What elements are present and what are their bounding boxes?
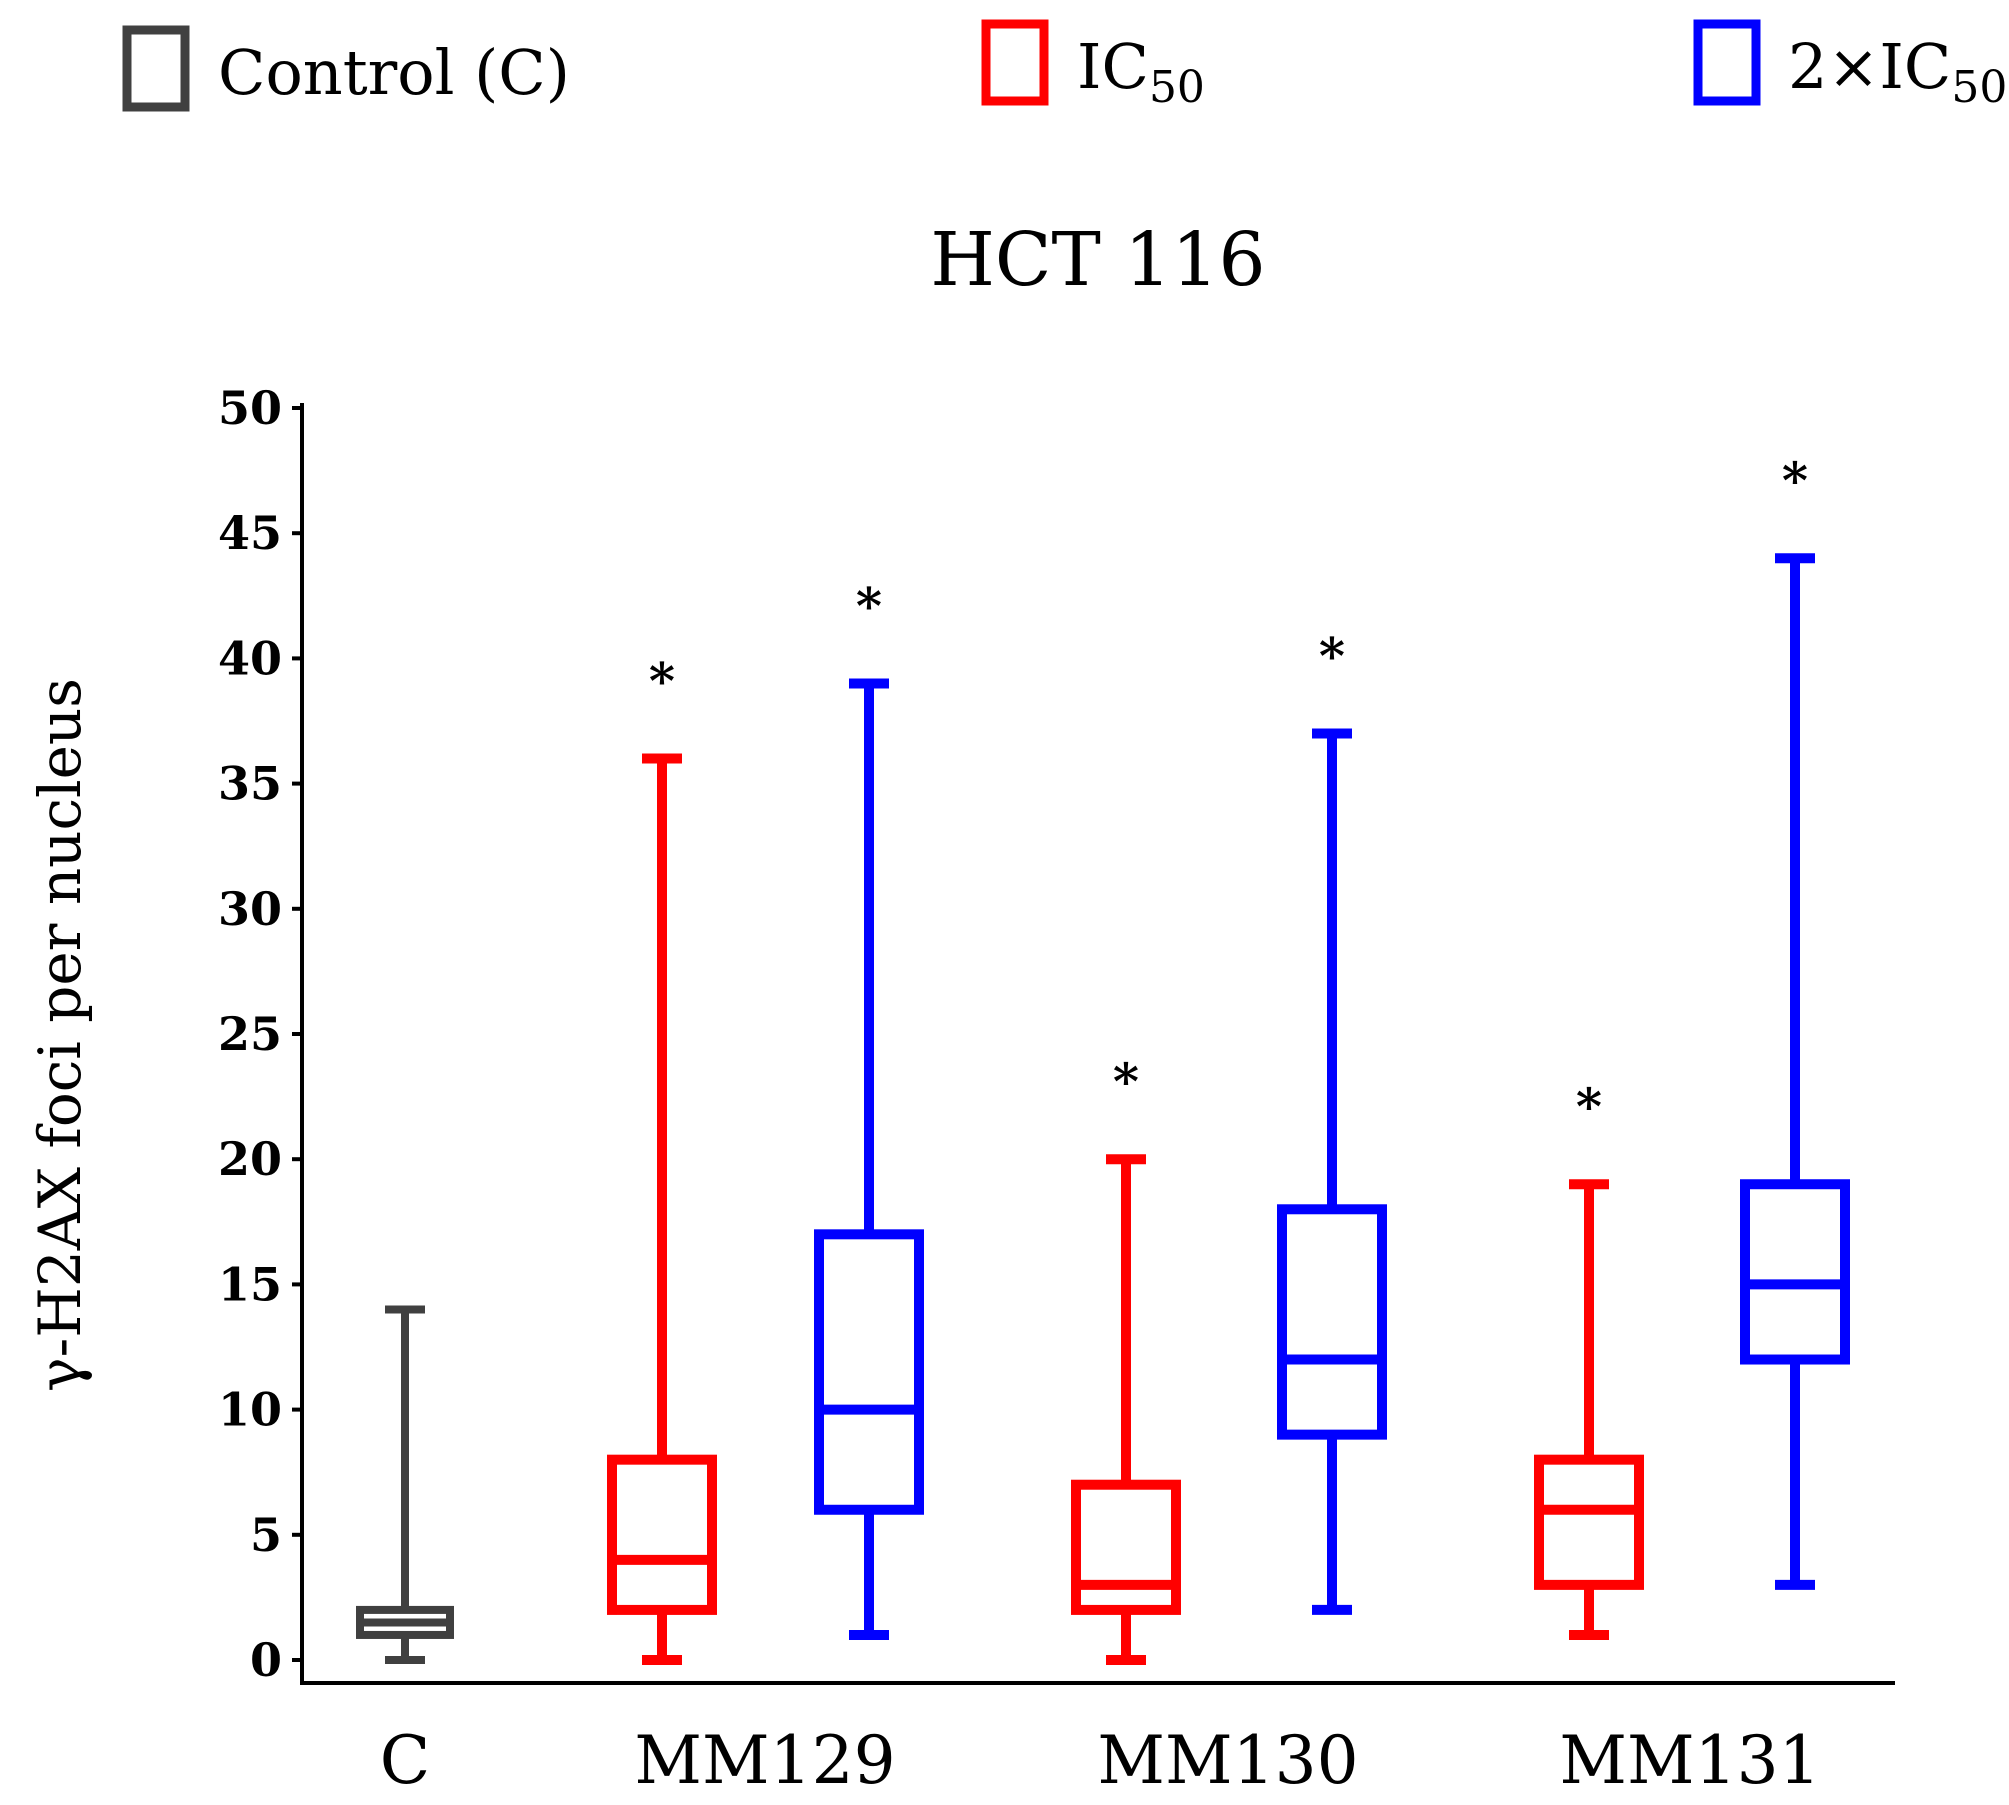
chart-title: HCT 116 [930,217,1265,303]
box-MM129-ic50x2: * [814,576,924,1640]
y-tick-label: 35 [218,757,282,811]
box-MM130-ic50x2: * [1277,627,1387,1615]
significance-star: * [1319,627,1345,686]
iqr-box [1071,1479,1181,1615]
y-tick-label: 15 [218,1257,282,1311]
y-tick-label: 40 [218,631,282,685]
legend-swatch-ic50 [981,19,1049,106]
box-MM129-ic50: * [607,652,717,1665]
box-MM131-ic50x2: * [1740,451,1850,1590]
box-group: * * * * * * [356,451,1850,1665]
y-tick-label: 10 [218,1383,282,1437]
legend-label-control: Control (C) [218,36,570,109]
y-tick-label: 5 [250,1508,282,1562]
significance-star: * [649,652,675,711]
y-axis-label: γ-H2AX foci per nucleus [26,678,94,1392]
box-MM130-ic50: * [1071,1052,1181,1665]
y-tick-label: 50 [218,381,282,435]
box-C-control [356,1305,454,1664]
legend-label-ic50x2-sub: 50 [1951,62,2007,113]
x-category-label: C [380,1722,431,1799]
significance-star: * [856,576,882,635]
legend-label-ic50-main: IC [1077,30,1149,103]
x-category-label: MM130 [1097,1722,1358,1799]
significance-star: * [1782,451,1808,510]
iqr-box [607,1454,717,1615]
y-tick-label: 30 [218,882,282,936]
x-category-labels: C MM129 MM130 MM131 [380,1722,1821,1799]
legend-label-ic50: IC50 [1077,30,1205,113]
legend-label-ic50x2: 2×IC50 [1788,30,2007,113]
legend-swatch-ic50x2 [1693,19,1761,106]
significance-star: * [1113,1052,1139,1111]
y-tick-label: 0 [250,1633,282,1687]
legend: Control (C) IC50 2×IC50 [122,19,2007,113]
y-ticks: 0 5 10 15 20 25 30 35 40 45 50 [218,381,302,1687]
x-category-label: MM131 [1559,1722,1820,1799]
y-tick-label: 45 [218,506,282,560]
iqr-box [1534,1454,1644,1590]
legend-label-ic50x2-main: 2×IC [1788,30,1951,103]
legend-swatch-control [122,25,190,112]
iqr-box [1740,1179,1850,1365]
y-tick-label: 20 [218,1132,282,1186]
significance-star: * [1576,1077,1602,1136]
iqr-box [1277,1204,1387,1440]
box-MM131-ic50: * [1534,1077,1644,1640]
x-category-label: MM129 [634,1722,895,1799]
legend-label-ic50-sub: 50 [1149,62,1205,113]
iqr-box [814,1229,924,1515]
y-tick-label: 25 [218,1007,282,1061]
